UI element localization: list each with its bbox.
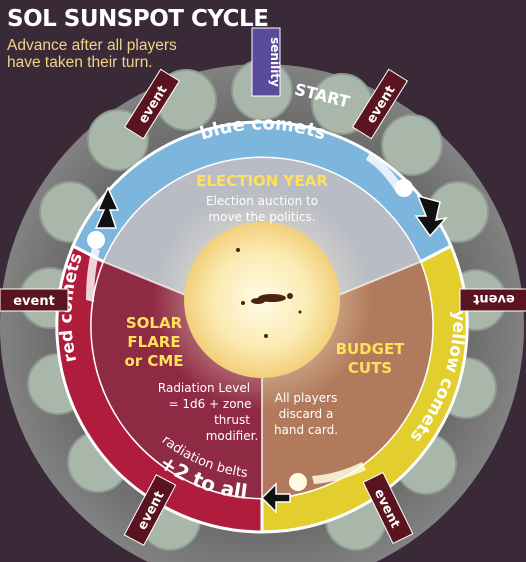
instruction-text: Advance after all players have taken the… — [7, 37, 177, 71]
game-title: SOL SUNSPOT CYCLE — [7, 6, 269, 32]
sector-title-budget: BUDGET — [336, 340, 406, 358]
sector-text: Election auction to — [206, 194, 318, 208]
sector-title-budget: CUTS — [348, 359, 392, 377]
direction-arrow-icon — [414, 194, 449, 238]
comet-icon — [366, 152, 413, 197]
sector-text: modifier. — [206, 429, 259, 443]
sector-title-election: ELECTION YEAR — [196, 172, 328, 190]
sector-text: hand card. — [274, 423, 338, 437]
event-space: event — [0, 288, 69, 312]
sector-title-solar: or CME — [124, 352, 183, 370]
sector-text: move the politics. — [208, 210, 315, 224]
direction-arrow-icon — [94, 186, 120, 229]
instruction-line: Advance after all players — [7, 37, 177, 54]
sector-text: discard a — [279, 407, 334, 421]
senility-space: senility — [251, 27, 282, 97]
event-label: event — [473, 291, 515, 306]
sector-text: All players — [275, 391, 338, 405]
comet-icon — [86, 231, 105, 302]
sector-text: Radiation Level — [158, 381, 250, 395]
instruction-line: have taken their turn. — [7, 54, 153, 71]
direction-arrow-icon — [260, 482, 291, 514]
sector-title-solar: FLARE — [127, 333, 180, 351]
sector-text: = 1d6 + zone — [168, 397, 251, 411]
event-space: event — [459, 288, 526, 312]
comet-icon — [289, 462, 366, 491]
event-label: event — [13, 294, 55, 309]
senility-label: senility — [268, 37, 282, 87]
sector-text: thrust — [214, 413, 250, 427]
sector-title-solar: SOLAR — [126, 314, 183, 332]
track-space — [381, 114, 443, 176]
sunspot-icon — [236, 248, 302, 338]
